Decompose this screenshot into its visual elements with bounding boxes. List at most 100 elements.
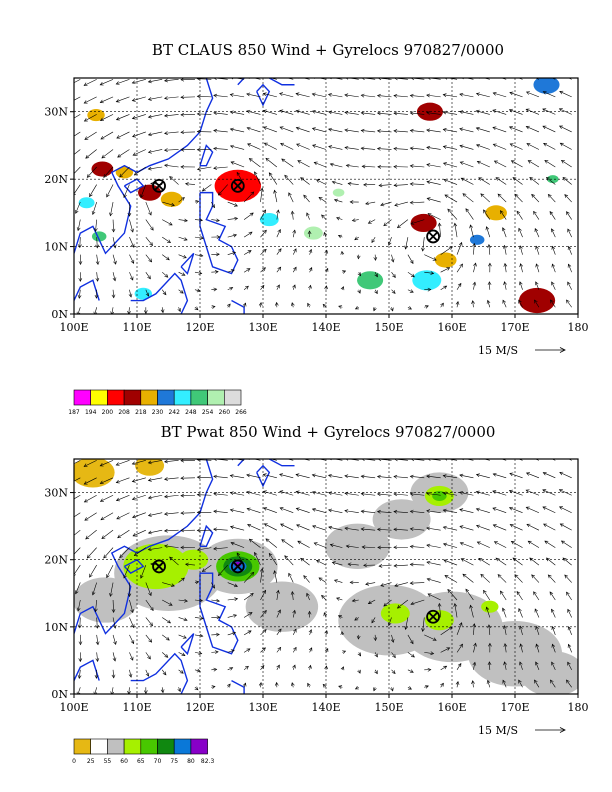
wind-vector xyxy=(529,557,540,566)
wind-vector xyxy=(83,96,97,104)
wind-vector xyxy=(396,219,409,229)
wind-vector xyxy=(312,144,327,150)
wind-vector xyxy=(336,597,343,601)
wind-vector xyxy=(194,306,199,311)
wind-vector xyxy=(111,669,116,679)
wind-vector xyxy=(376,492,392,497)
wind-vector xyxy=(180,95,195,100)
wind-vector xyxy=(133,547,146,557)
x-tick-label: 120E xyxy=(185,701,214,714)
wind-vector xyxy=(440,302,444,308)
wind-vector xyxy=(459,161,474,168)
wind-vector xyxy=(243,648,251,653)
colorbar-label: 260 xyxy=(219,409,231,416)
wind-vector xyxy=(132,512,146,519)
wind-vector xyxy=(211,201,215,209)
wind-vector xyxy=(86,166,97,178)
wind-vector xyxy=(440,647,451,653)
wind-vector xyxy=(318,577,327,583)
wind-vector xyxy=(407,289,414,293)
wind-vector xyxy=(512,557,523,566)
wind-vector xyxy=(145,219,154,231)
wind-vector xyxy=(178,669,184,674)
wind-vector xyxy=(262,109,277,115)
wind-vector xyxy=(115,477,130,484)
wind-vector xyxy=(94,289,99,299)
wind-vector xyxy=(263,126,277,133)
wind-vector xyxy=(393,183,408,188)
wind-vector xyxy=(194,598,204,603)
colorbar-label: 200 xyxy=(102,409,114,416)
wind-vector xyxy=(321,594,327,601)
wind-vector xyxy=(162,582,175,587)
wind-vector xyxy=(262,473,277,479)
wind-vector xyxy=(442,162,458,168)
wind-vector xyxy=(265,157,278,168)
chart1-contour-14 xyxy=(485,205,507,221)
wind-vector xyxy=(514,574,523,583)
wind-vector xyxy=(393,509,408,514)
wind-vector xyxy=(509,143,523,150)
chart1-contour-10 xyxy=(410,213,437,233)
wind-vector xyxy=(518,679,523,688)
wind-vector xyxy=(471,680,475,688)
wind-vector xyxy=(295,109,310,115)
wind-vector xyxy=(354,236,359,241)
wind-vector xyxy=(376,527,392,532)
wind-vector xyxy=(551,643,556,653)
wind-vector xyxy=(99,494,114,502)
wind-vector xyxy=(177,307,181,313)
wind-vector xyxy=(311,127,327,133)
x-tick-label: 180 xyxy=(568,321,589,334)
wind-vector xyxy=(145,669,150,677)
wind-vector xyxy=(426,526,441,531)
wind-vector xyxy=(567,608,572,618)
wind-vector xyxy=(78,272,83,282)
wind-vector xyxy=(83,79,97,86)
wind-vector xyxy=(460,558,474,566)
wind-vector xyxy=(321,214,327,220)
wind-vector xyxy=(132,529,146,537)
wind-vector xyxy=(145,236,153,246)
wind-vector xyxy=(276,209,280,220)
wind-vector xyxy=(338,305,343,309)
wind-vector xyxy=(313,542,327,548)
wind-vector xyxy=(247,143,261,150)
wind-vector xyxy=(128,289,133,298)
wind-vector xyxy=(542,489,556,496)
wind-vector xyxy=(84,512,97,521)
wind-vector xyxy=(376,474,392,479)
chart1-panel: 100E 110E 120E 130E 140E 150E 160E 170E 180 0N 10N… xyxy=(44,77,589,416)
wind-vector xyxy=(327,473,343,479)
wind-vector xyxy=(229,93,245,98)
wind-vector xyxy=(281,158,294,168)
wind-vector xyxy=(196,166,212,171)
wind-vector xyxy=(260,284,265,290)
wind-vector xyxy=(260,229,267,238)
wind-vector xyxy=(279,490,294,496)
wind-vector xyxy=(213,546,228,551)
wind-vector xyxy=(493,541,507,548)
wind-vector xyxy=(91,582,97,596)
wind-vector xyxy=(475,490,490,496)
wind-vector xyxy=(459,110,474,115)
wind-vector xyxy=(276,628,282,636)
chart1-contour-11 xyxy=(434,252,457,268)
wind-vector xyxy=(143,307,148,314)
wind-vector xyxy=(426,560,441,566)
wind-vector xyxy=(447,208,458,220)
wind-vector xyxy=(196,459,212,462)
wind-vector xyxy=(409,182,425,186)
colorbar-swatch xyxy=(123,389,142,406)
wind-vector xyxy=(500,210,507,220)
wind-vector xyxy=(566,211,572,220)
wind-vector xyxy=(297,459,310,461)
colorbar-label: 0 xyxy=(72,758,76,765)
wind-vector xyxy=(145,617,153,627)
wind-vector xyxy=(562,177,572,185)
wind-vector xyxy=(180,528,195,533)
wind-vector xyxy=(246,507,261,514)
wind-vector xyxy=(211,667,218,672)
chart1-contour-9 xyxy=(416,102,443,121)
wind-vector xyxy=(95,617,100,629)
